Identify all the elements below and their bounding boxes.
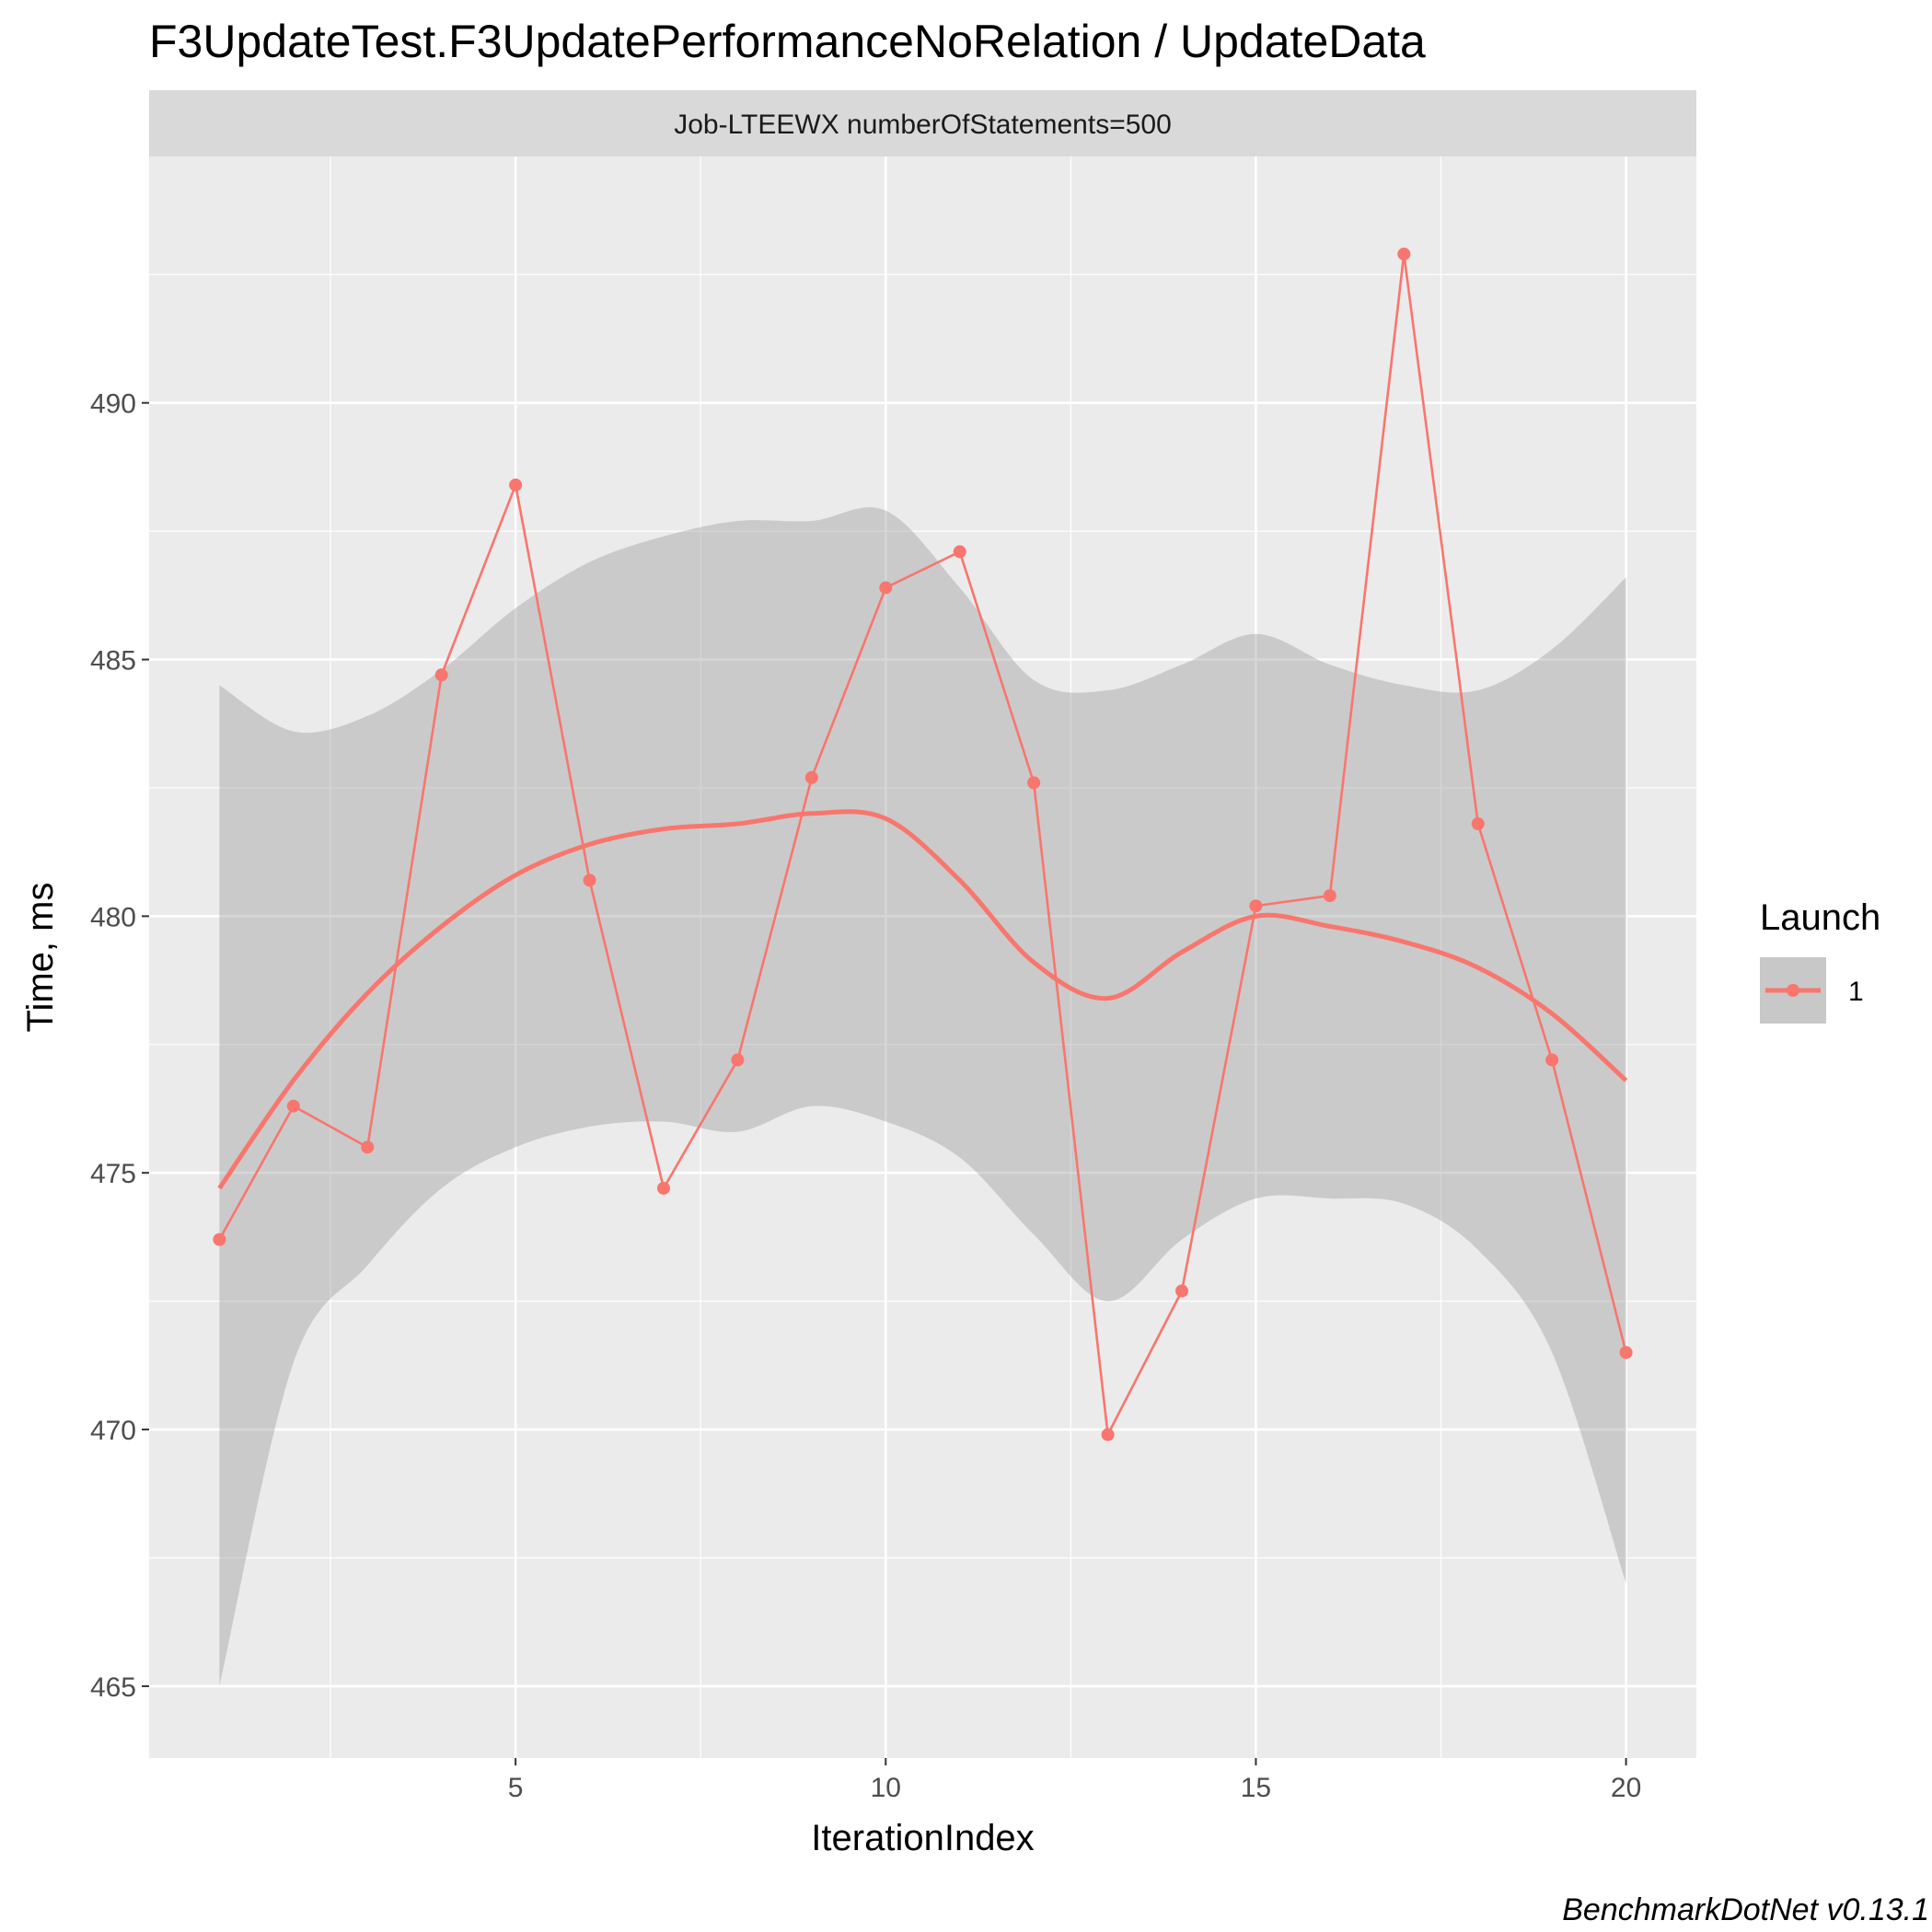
data-point — [434, 668, 448, 682]
legend-label: 1 — [1848, 977, 1864, 1007]
data-point — [509, 478, 523, 492]
legend-key-point — [1787, 984, 1799, 997]
x-axis-title: IterationIndex — [811, 1818, 1034, 1858]
series-line-segment — [958, 551, 1035, 783]
smooth-fit-line — [217, 809, 1628, 1190]
facet-strip — [149, 90, 1696, 156]
data-point — [361, 1140, 375, 1154]
series-line-layer — [218, 253, 1627, 1436]
facet-strip-label: Job-LTEEWX numberOfStatements=500 — [674, 110, 1172, 140]
legend: Launch 1 — [1760, 897, 1880, 1024]
data-point — [1619, 1346, 1633, 1359]
y-tick-label: 465 — [90, 1672, 136, 1703]
grid-layer — [149, 156, 1696, 1758]
data-point — [213, 1232, 226, 1246]
data-point — [583, 873, 596, 887]
series-line-segment — [810, 586, 887, 779]
y-tick-label: 490 — [90, 389, 136, 420]
x-tick-layer: 5 10 15 20 — [508, 1758, 1641, 1803]
x-tick-label: 15 — [1241, 1773, 1271, 1803]
data-point — [1323, 889, 1336, 903]
confidence-band-layer — [219, 507, 1626, 1686]
series-line-segment — [1403, 253, 1480, 825]
series-line-segment — [365, 675, 443, 1148]
data-point — [953, 545, 966, 559]
y-tick-layer: 465 470 475 480 485 490 — [90, 389, 149, 1703]
series-line-segment — [1106, 1290, 1184, 1436]
data-point — [1397, 247, 1411, 260]
y-tick-label: 475 — [90, 1159, 136, 1189]
series-line-segment — [293, 1105, 368, 1149]
y-axis-title: Time, ms — [20, 883, 61, 1033]
data-point — [804, 770, 818, 784]
series-line-segment — [1180, 905, 1257, 1291]
series-points-layer — [213, 247, 1633, 1441]
caption: BenchmarkDotNet v0.13.1 — [1562, 1892, 1929, 1927]
series-line-segment — [1550, 1059, 1627, 1353]
data-point — [1249, 899, 1263, 913]
chart-title: F3UpdateTest.F3UpdatePerformanceNoRelati… — [149, 16, 1426, 67]
series-line-segment — [1255, 894, 1331, 908]
series-line-segment — [1032, 782, 1109, 1435]
series-line-segment — [662, 1059, 739, 1189]
y-tick-label: 485 — [90, 646, 136, 677]
data-point — [1545, 1053, 1559, 1067]
series-line-segment — [1328, 253, 1406, 897]
series-line-segment — [736, 777, 814, 1060]
series-line-segment — [514, 484, 591, 881]
data-point — [1101, 1428, 1115, 1441]
data-point — [286, 1099, 300, 1113]
data-point — [656, 1181, 670, 1195]
data-point — [1175, 1284, 1189, 1298]
smooth-line-layer — [217, 809, 1628, 1190]
y-tick-label: 480 — [90, 902, 136, 932]
series-line-segment — [218, 1105, 295, 1241]
confidence-band — [219, 507, 1626, 1686]
x-tick-label: 10 — [871, 1773, 901, 1803]
data-point — [1471, 817, 1485, 830]
series-line-segment — [588, 880, 665, 1189]
series-line-segment — [1476, 823, 1554, 1060]
data-point — [1027, 776, 1041, 790]
series-line-segment — [440, 484, 517, 676]
y-tick-label: 470 — [90, 1416, 136, 1446]
series-line-segment — [885, 550, 961, 589]
legend-title: Launch — [1760, 897, 1880, 938]
data-point — [879, 581, 893, 595]
x-tick-label: 20 — [1611, 1773, 1641, 1803]
x-tick-label: 5 — [508, 1773, 524, 1803]
data-point — [731, 1053, 745, 1067]
